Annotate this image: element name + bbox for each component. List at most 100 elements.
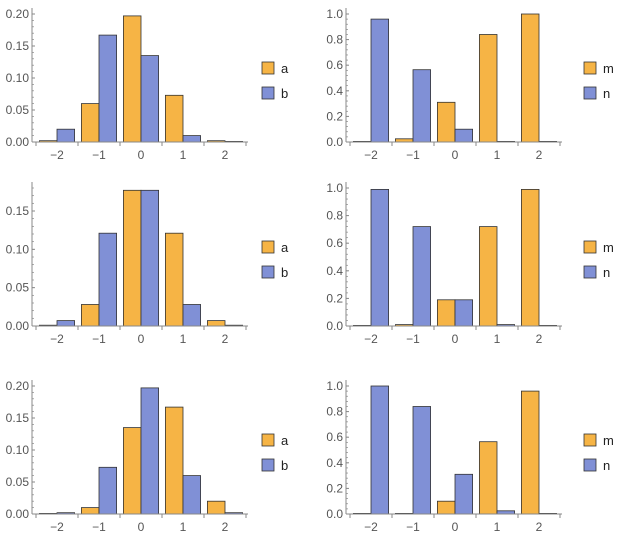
- bar-b--1: [98, 466, 118, 515]
- x-tick-label: 1: [180, 148, 187, 162]
- x-tick-label: 1: [180, 520, 187, 534]
- bar-n--2: [370, 18, 390, 143]
- bar-a-0: [123, 189, 142, 327]
- x-tick-label: 0: [138, 148, 145, 162]
- chart-panel-2: −2 −1 0 1 2 0.0 0.2 0.4 0.6 0.8 1.0 mn: [326, 7, 614, 162]
- y-tick-label: 0.4: [326, 264, 343, 278]
- legend-label-a: a: [281, 240, 289, 255]
- y-tick-label: 0.20: [6, 7, 30, 21]
- bar-a-1: [164, 406, 184, 515]
- bar-b-1: [182, 135, 202, 143]
- bar-m-2: [521, 188, 540, 327]
- x-tick-label: 1: [494, 520, 501, 534]
- y-tick-label: 0.6: [326, 236, 343, 250]
- legend-label-a: a: [281, 433, 289, 448]
- bar-b-0: [140, 189, 160, 327]
- y-tick-label: 0.8: [326, 33, 343, 47]
- bar-m-1: [478, 34, 498, 143]
- y-tick-label: 0.2: [326, 481, 343, 495]
- y-tick-label: 0.6: [326, 58, 343, 72]
- y-tick-label: 0.15: [6, 39, 30, 53]
- y-tick-label: 0.00: [6, 319, 30, 333]
- y-tick-label: 0.8: [326, 209, 343, 223]
- x-tick-label: 0: [452, 332, 459, 346]
- y-tick-label: 0.15: [6, 411, 30, 425]
- x-tick-label: −2: [50, 148, 64, 162]
- x-tick-label: −2: [364, 332, 378, 346]
- legend-label-b: b: [281, 265, 288, 280]
- legend-label-n: n: [603, 86, 610, 101]
- legend-label-a: a: [281, 61, 289, 76]
- bar-b--1: [98, 34, 118, 143]
- y-tick-label: 0.10: [6, 242, 30, 256]
- y-tick-label: 0.8: [326, 405, 343, 419]
- bar-b-1: [182, 304, 202, 327]
- bar-a-1: [164, 232, 184, 327]
- chart-panel-5: −2 −1 0 1 2 0.00 0.05 0.10 0.15 0.20 ab: [6, 379, 289, 534]
- bar-a-2: [206, 320, 226, 327]
- legend-swatch-a: [261, 61, 275, 75]
- bar-n-0: [454, 128, 474, 143]
- x-tick-label: 2: [222, 332, 229, 346]
- legend-swatch-b: [261, 265, 275, 279]
- bar-m-0: [436, 101, 456, 143]
- y-tick-label: 0.00: [6, 507, 30, 521]
- y-tick-label: 1.0: [326, 181, 343, 195]
- bar-b--2: [56, 320, 76, 327]
- bar-n--1: [412, 226, 432, 327]
- bar-a--1: [81, 103, 100, 143]
- x-tick-label: 2: [536, 148, 543, 162]
- chart-panel-4: −2 −1 0 1 2 0.0 0.2 0.4 0.6 0.8 1.0 mn: [326, 181, 614, 346]
- chart-panel-1: −2 −1 0 1 2 0.00 0.05 0.10 0.15 0.20 ab: [6, 7, 289, 162]
- legend-swatch-b: [261, 458, 275, 472]
- legend-swatch-m: [583, 240, 597, 254]
- legend-label-b: b: [281, 86, 288, 101]
- y-tick-label: 0.6: [326, 430, 343, 444]
- bar-b-0: [140, 387, 160, 515]
- bar-b-1: [182, 475, 202, 515]
- x-tick-label: 2: [222, 148, 229, 162]
- legend-label-b: b: [281, 458, 288, 473]
- x-tick-label: 0: [452, 148, 459, 162]
- y-tick-label: 0.05: [6, 103, 30, 117]
- y-tick-label: 0.4: [326, 84, 343, 98]
- x-tick-label: 1: [494, 148, 501, 162]
- x-tick-label: −2: [364, 148, 378, 162]
- legend-swatch-m: [583, 61, 597, 75]
- chart-panel-3: −2 −1 0 1 2 0.00 0.05 0.10 0.15 ab: [6, 182, 289, 346]
- y-tick-label: 1.0: [326, 7, 343, 21]
- legend-label-n: n: [603, 265, 610, 280]
- bar-a--1: [81, 304, 100, 327]
- y-tick-label: 0.0: [326, 507, 343, 521]
- y-tick-label: 0.05: [6, 281, 30, 295]
- legend-label-m: m: [603, 433, 614, 448]
- x-tick-label: 0: [452, 520, 459, 534]
- x-tick-label: −1: [92, 520, 106, 534]
- x-tick-label: 0: [138, 520, 145, 534]
- x-tick-label: −1: [406, 148, 420, 162]
- x-tick-label: −2: [50, 332, 64, 346]
- legend-swatch-b: [261, 86, 275, 100]
- x-tick-label: −2: [364, 520, 378, 534]
- x-tick-label: 2: [222, 520, 229, 534]
- x-tick-label: −2: [50, 520, 64, 534]
- bar-m-0: [436, 500, 456, 515]
- y-tick-label: 0.10: [6, 443, 30, 457]
- y-tick-label: 0.0: [326, 319, 343, 333]
- x-tick-label: 0: [138, 332, 145, 346]
- bar-a-0: [123, 15, 142, 143]
- bar-n-0: [454, 299, 474, 327]
- bar-m-2: [521, 390, 540, 515]
- y-tick-label: 0.0: [326, 135, 343, 149]
- bar-m-0: [436, 299, 456, 327]
- bar-n-0: [454, 473, 474, 515]
- x-tick-label: −1: [92, 148, 106, 162]
- bar-b--2: [56, 128, 76, 143]
- bar-n--1: [412, 406, 432, 515]
- bar-a-2: [206, 500, 226, 515]
- y-tick-label: 0.2: [326, 109, 343, 123]
- y-tick-label: 0.2: [326, 291, 343, 305]
- y-tick-label: 0.10: [6, 71, 30, 85]
- x-tick-label: −1: [92, 332, 106, 346]
